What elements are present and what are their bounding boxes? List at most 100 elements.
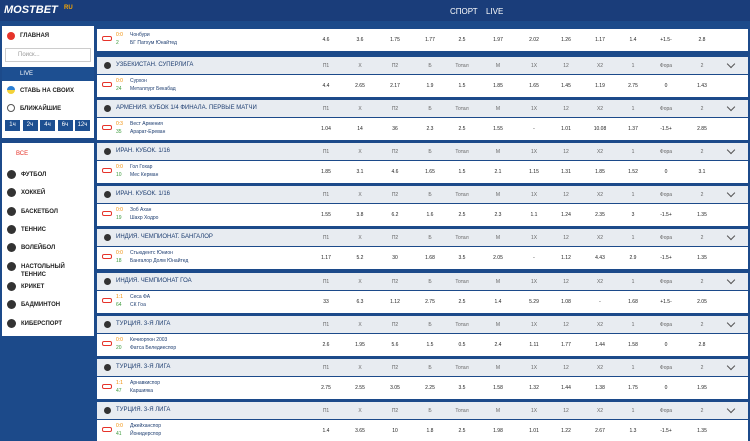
odds[interactable]: 1.58 <box>493 384 503 391</box>
odds[interactable]: 1.44 <box>561 384 571 391</box>
odds[interactable]: 1.5 <box>426 341 434 348</box>
sport-item[interactable]: ФУТБОЛ <box>21 172 47 178</box>
odds[interactable]: 2.55 <box>355 384 365 391</box>
odds[interactable]: 1.01 <box>561 126 571 133</box>
odds[interactable]: 0 <box>664 384 668 391</box>
odds[interactable]: 2.6 <box>322 341 330 348</box>
league-name[interactable]: УЗБЕКИСТАН. СУПЕРЛИГА <box>116 62 194 68</box>
away-team[interactable]: СК Гоа <box>130 301 146 308</box>
away-team[interactable]: Мес Керман <box>130 172 159 179</box>
away-team[interactable]: Каршияка <box>130 387 154 394</box>
odds[interactable]: 1.95 <box>355 341 365 348</box>
home-team[interactable]: Арнавкиспор <box>130 379 161 386</box>
odds[interactable]: 1.58 <box>628 341 638 348</box>
odds[interactable]: -1.5+ <box>660 255 672 262</box>
odds[interactable]: 1.95 <box>697 384 707 391</box>
odds[interactable]: 2.3 <box>426 126 434 133</box>
league-name[interactable]: АРМЕНИЯ. КУБОК 1/4 ФИНАЛА. ПЕРВЫЕ МАТЧИ <box>116 105 257 112</box>
league-name[interactable]: ИНДИЯ. ЧЕМПИОНАТ ГОА <box>116 277 192 284</box>
odds[interactable]: 1.43 <box>697 83 707 89</box>
odds[interactable]: 3.5 <box>458 384 466 391</box>
away-team[interactable]: Йонидерспор <box>130 430 162 437</box>
odds[interactable]: 1.12 <box>561 255 571 262</box>
away-team[interactable]: Шахр Ходро <box>130 215 159 222</box>
league-name[interactable]: ТУРЦИЯ. 3-Я ЛИГА <box>116 320 171 327</box>
odds[interactable]: 3.5 <box>458 255 466 262</box>
odds[interactable]: 6.2 <box>391 212 399 219</box>
odds[interactable]: 5.6 <box>391 341 399 348</box>
menu-item[interactable]: БЛИЖАЙШИЕ <box>20 106 62 112</box>
odds[interactable]: 1.8 <box>426 427 434 434</box>
odds[interactable]: 1.4 <box>494 298 502 305</box>
sport-item[interactable]: БАДМИНТОН <box>21 302 61 308</box>
odds[interactable]: 1.3 <box>629 427 637 434</box>
sport-item[interactable]: ВОЛЕЙБОЛ <box>21 245 56 251</box>
league-name[interactable]: ИНДИЯ. ЧЕМПИОНАТ. БАНГАЛОР <box>116 234 213 241</box>
odds[interactable]: 1.35 <box>697 212 707 219</box>
odds[interactable]: 1.97 <box>493 37 503 43</box>
odds[interactable]: 2.5 <box>458 298 466 305</box>
nav-link[interactable]: СПОРТ <box>450 7 478 16</box>
odds[interactable]: 2.85 <box>697 126 707 133</box>
odds[interactable]: 1.75 <box>628 384 638 391</box>
menu-item[interactable]: ВСЕ <box>16 151 29 157</box>
odds[interactable]: 3.65 <box>355 427 365 434</box>
odds[interactable]: 1.77 <box>425 37 435 43</box>
odds[interactable]: 1.17 <box>321 255 331 262</box>
odds[interactable]: 1.01 <box>529 427 539 434</box>
odds[interactable]: 2.8 <box>698 341 706 348</box>
logo[interactable]: MOSTBET <box>4 4 58 16</box>
odds[interactable]: 1.12 <box>390 298 400 305</box>
odds[interactable]: 1.15 <box>529 169 539 176</box>
away-team[interactable]: Арарат-Ереван <box>130 129 166 136</box>
odds[interactable]: - <box>599 298 601 305</box>
odds[interactable]: 3.6 <box>356 37 364 43</box>
odds[interactable]: 1.55 <box>321 212 331 219</box>
match-row[interactable] <box>97 161 748 184</box>
odds[interactable]: 1.5 <box>458 83 466 89</box>
odds[interactable]: 5.29 <box>529 298 539 305</box>
odds[interactable]: 4.6 <box>322 37 330 43</box>
odds[interactable]: 3 <box>631 212 635 219</box>
odds[interactable]: 1.65 <box>529 83 539 89</box>
home-team[interactable]: Сурхон <box>130 78 147 84</box>
odds[interactable]: 2.3 <box>494 212 502 219</box>
hour-button[interactable]: 1ч <box>5 120 20 131</box>
odds[interactable]: +1.5- <box>660 298 672 305</box>
odds[interactable]: 1.11 <box>529 341 539 348</box>
odds[interactable]: 1.9 <box>426 83 434 89</box>
odds[interactable]: 2.02 <box>529 37 539 43</box>
odds[interactable]: 30 <box>392 255 398 262</box>
odds[interactable]: 2.35 <box>595 212 605 219</box>
odds[interactable]: 2.67 <box>595 427 605 434</box>
odds[interactable]: 2.5 <box>458 37 466 43</box>
league-name[interactable]: ТУРЦИЯ. 3-Я ЛИГА <box>116 363 171 370</box>
odds[interactable]: 1.68 <box>628 298 638 305</box>
hour-button[interactable]: 6ч <box>57 120 73 131</box>
odds[interactable]: 2.4 <box>494 341 502 348</box>
odds[interactable]: 1.85 <box>321 169 331 176</box>
match-row[interactable] <box>97 29 748 51</box>
odds[interactable]: 36 <box>392 126 398 133</box>
odds[interactable]: 1.45 <box>561 83 571 89</box>
home-team[interactable]: Стьюдентс Юнион <box>130 250 173 257</box>
odds[interactable]: 2.8 <box>698 37 706 43</box>
home-team[interactable]: Кечиоргюн 2003 <box>130 336 168 343</box>
odds[interactable]: 2.75 <box>321 384 331 391</box>
odds[interactable]: 1.17 <box>595 37 605 43</box>
odds[interactable]: 4.43 <box>595 255 605 262</box>
odds[interactable]: 1.55 <box>493 126 503 133</box>
home-team[interactable]: Чонбури <box>130 32 150 38</box>
odds[interactable]: 2.5 <box>458 212 466 219</box>
odds[interactable]: 1.24 <box>561 212 571 219</box>
odds[interactable]: -1.5+ <box>660 427 672 434</box>
odds[interactable]: 1.26 <box>561 37 571 43</box>
odds[interactable]: - <box>533 255 535 262</box>
odds[interactable]: 2.17 <box>390 83 400 89</box>
odds[interactable]: 1.6 <box>426 212 434 219</box>
sport-item[interactable]: КИБЕРСПОРТ <box>21 321 63 327</box>
match-row[interactable] <box>97 204 748 227</box>
away-team[interactable]: Металлург Бекабад <box>130 86 176 92</box>
match-row[interactable] <box>97 419 748 441</box>
odds[interactable]: 33 <box>323 298 329 305</box>
